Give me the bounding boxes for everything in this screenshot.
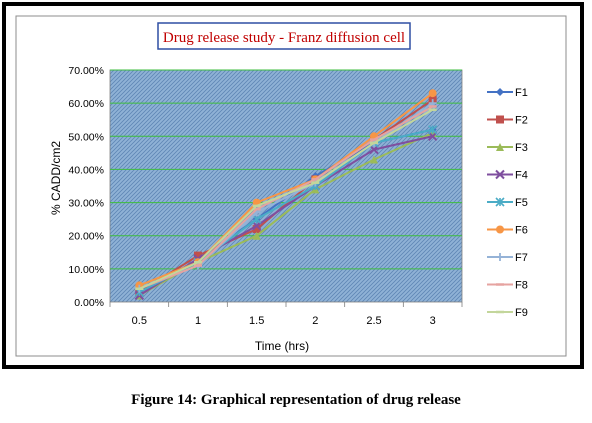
data-point: [369, 144, 379, 155]
legend-marker: [496, 225, 504, 234]
legend-marker: [496, 253, 504, 261]
series-line-f4: [138, 135, 433, 297]
legend-label: F9: [515, 307, 528, 319]
series-line-f9: [138, 108, 434, 290]
legend-label: F6: [515, 225, 528, 237]
x-tick-label: 2: [312, 315, 318, 327]
data-point: [251, 221, 262, 231]
chart-title: Drug release study - Franz diffusion cel…: [163, 30, 405, 46]
legend-marker: [496, 143, 504, 151]
figure-caption: Figure 14: Graphical representation of d…: [131, 392, 461, 408]
chart: 0.00% 10.00% 20.00% 30.00% 40.00% 50.00% 60.00…: [2, 2, 584, 369]
legend-label: F4: [515, 170, 528, 182]
legend-item-f2: F2: [487, 115, 528, 127]
y-tick-label: 10.00%: [68, 264, 104, 276]
y-tick-label: 60.00%: [68, 98, 104, 110]
legend-label: F2: [515, 115, 528, 127]
legend-label: F5: [515, 197, 528, 209]
legend-label: F8: [515, 280, 528, 292]
legend-item-f1: F1: [487, 87, 528, 99]
x-tick-label: 1.5: [249, 315, 264, 327]
series-lines: [134, 89, 438, 301]
x-tick-label: 3: [430, 315, 436, 327]
data-point: [194, 251, 202, 260]
legend-item-f7: F7: [487, 252, 528, 264]
plot-area: [109, 69, 463, 303]
legend-item-f9: F9: [487, 307, 528, 319]
data-point: [252, 231, 261, 240]
series-f9: [135, 108, 437, 290]
y-tick-label: 50.00%: [68, 131, 104, 143]
legend-item-f4: F4: [487, 170, 528, 182]
y-tick-label: 20.00%: [68, 231, 104, 243]
legend-item-f8: F8: [487, 280, 528, 292]
legend: F1 F2 F3 F4 F5 F6 F7 F8 F9: [487, 87, 528, 319]
legend-marker: [495, 169, 505, 180]
legend-marker: [496, 115, 504, 124]
legend-marker: [495, 197, 505, 207]
data-point: [427, 131, 438, 141]
data-point: [428, 125, 438, 135]
y-tick-label: 30.00%: [68, 198, 104, 210]
legend-label: F1: [515, 87, 528, 99]
x-axis-label: Time (hrs): [255, 339, 309, 353]
title-box: [157, 22, 411, 50]
x-tick-label: 0.5: [132, 315, 147, 327]
legend-item-f6: F6: [487, 225, 528, 237]
legend-label: F7: [515, 252, 528, 264]
y-tick-labels: 0.00% 10.00% 20.00% 30.00% 40.00% 50.00% 60.00…: [68, 65, 104, 309]
legend-item-f5: F5: [487, 197, 528, 209]
y-tick-label: 40.00%: [68, 164, 104, 176]
data-point: [370, 155, 378, 164]
x-tick-label: 1: [195, 315, 201, 327]
legend-label: F3: [515, 142, 528, 154]
y-axis-label: % CADD/cm2: [49, 141, 63, 215]
x-tick-labels: 0.5 1 1.5 2 2.5 3: [109, 302, 463, 327]
y-tick-label: 0.00%: [74, 297, 104, 309]
legend-marker: [496, 88, 504, 96]
legend-item-f3: F3: [487, 142, 528, 154]
data-point: [252, 225, 261, 234]
data-point: [428, 89, 437, 98]
y-tick-label: 70.00%: [68, 65, 104, 77]
x-tick-label: 2.5: [366, 315, 381, 327]
